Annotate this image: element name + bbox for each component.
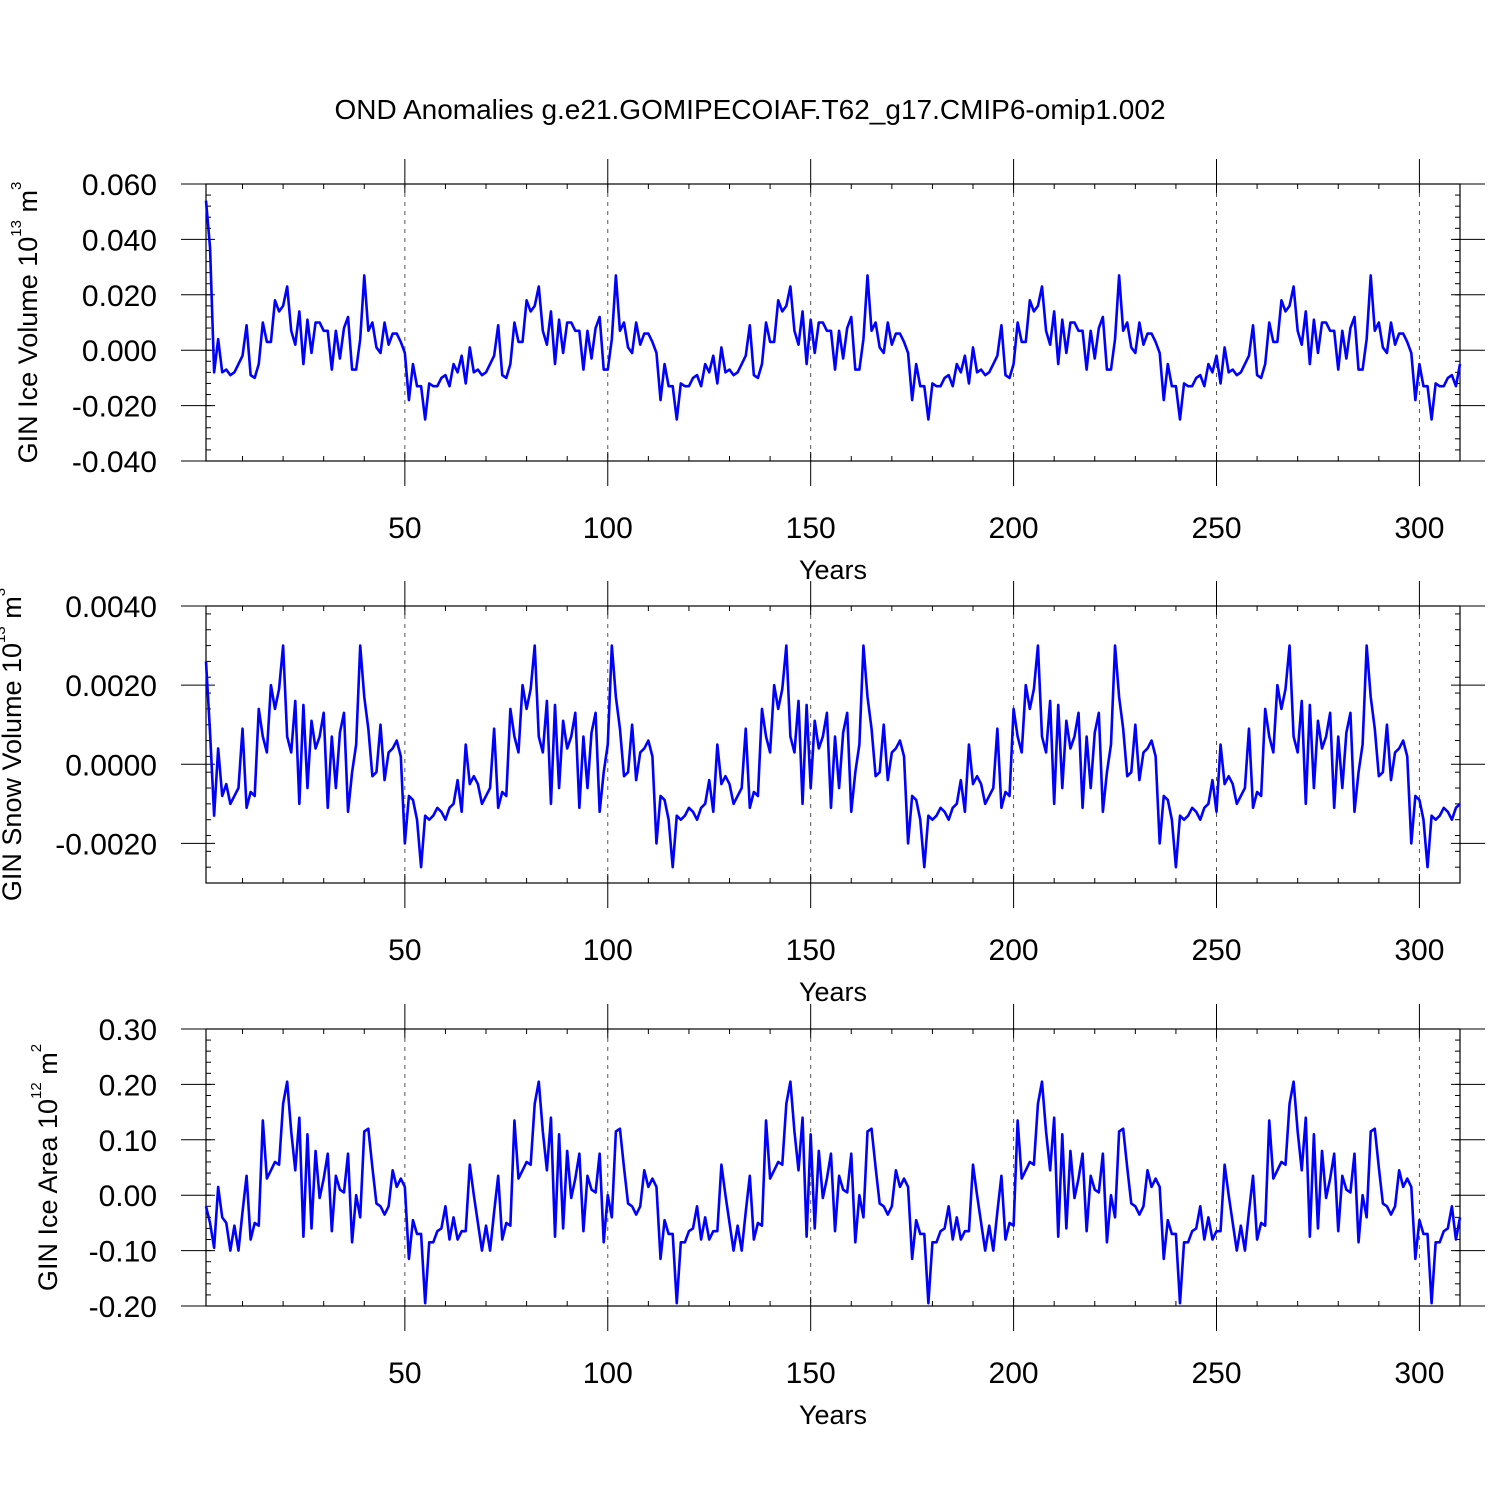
- plot-frame: [205, 1028, 1461, 1307]
- y-tick-label: 0.060: [82, 169, 157, 202]
- x-tick-label: 250: [1191, 512, 1241, 545]
- x-tick-label: 50: [388, 1357, 421, 1390]
- y-axis-label-exponent: 12: [28, 1082, 45, 1099]
- x-tick-label: 50: [388, 934, 421, 967]
- axis-ticks: [181, 159, 1485, 486]
- y-tick-labels: -0.040 -0.020 0.000 0.020 0.040 0.060: [72, 169, 157, 479]
- grid-lines: [404, 184, 1420, 461]
- x-tick-label: 250: [1191, 1357, 1241, 1390]
- y-tick-label: -0.020: [72, 391, 157, 424]
- y-tick-label: -0.0020: [55, 828, 157, 861]
- y-axis-label-unit: m: [0, 596, 27, 626]
- y-tick-label: -0.040: [72, 446, 157, 479]
- x-tick-labels: 50 100 150 200 250 300: [388, 1357, 1444, 1390]
- y-axis-label-unit-exponent: 3: [0, 588, 9, 596]
- x-tick-label: 300: [1394, 512, 1444, 545]
- panel-snow-volume: -0.0020 0.0000 0.0020 0.0040 50 100 150 200 250…: [0, 581, 1485, 1007]
- y-tick-label: 0.0000: [65, 749, 157, 782]
- y-tick-labels: -0.20 -0.10 0.00 0.10 0.20 0.30: [89, 1014, 157, 1324]
- x-tick-label: 50: [388, 512, 421, 545]
- grid-lines: [404, 606, 1420, 883]
- x-tick-label: 100: [583, 1357, 633, 1390]
- y-axis-label-exponent: 13: [0, 626, 9, 643]
- x-axis-label: Years: [799, 1400, 867, 1430]
- plot-frame: [205, 183, 1461, 462]
- chart-title: OND Anomalies g.e21.GOMIPECOIAF.T62_g17.…: [334, 94, 1165, 125]
- y-axis-label-unit-exponent: 3: [8, 182, 25, 190]
- x-tick-labels: 50 100 150 200 250 300: [388, 934, 1444, 967]
- x-tick-label: 150: [786, 1357, 836, 1390]
- y-axis-label-text: GIN Ice Area 10: [33, 1099, 63, 1291]
- y-tick-label: 0.040: [82, 224, 157, 257]
- y-tick-labels: -0.0020 0.0000 0.0020 0.0040: [55, 591, 157, 861]
- y-axis-label-unit: m: [13, 190, 43, 220]
- x-tick-label: 250: [1191, 934, 1241, 967]
- y-axis-label-unit: m: [33, 1052, 63, 1082]
- x-tick-label: 200: [989, 512, 1039, 545]
- y-axis-label: GIN Ice Volume 1013 m3: [8, 182, 43, 464]
- x-tick-label: 200: [989, 934, 1039, 967]
- snow-volume-line: [204, 644, 1461, 869]
- y-axis-label-text: GIN Snow Volume 10: [0, 643, 27, 901]
- panel-ice-area: -0.20-0.100.000.100.200.30 50 100 150 200 25…: [28, 1004, 1485, 1430]
- y-tick-label: 0.20: [99, 1069, 157, 1102]
- y-axis-label-unit-exponent: 2: [28, 1044, 45, 1052]
- grid-lines: [404, 1029, 1420, 1306]
- y-tick-label: 0.0020: [65, 670, 157, 703]
- x-tick-label: 200: [989, 1357, 1039, 1390]
- y-axis-label-exponent: 13: [8, 220, 25, 237]
- x-tick-label: 100: [583, 934, 633, 967]
- y-tick-label: 0.000: [82, 335, 157, 368]
- panel-ice-volume: -0.040 -0.020 0.000 0.020 0.040 0.060 50 100 15…: [8, 159, 1485, 585]
- y-tick-label: -0.10: [89, 1236, 157, 1269]
- x-axis-label: Years: [799, 977, 867, 1007]
- x-tick-label: 100: [583, 512, 633, 545]
- x-tick-label: 300: [1394, 934, 1444, 967]
- y-tick-label: 0.0040: [65, 591, 157, 624]
- axis-ticks: [181, 581, 1485, 908]
- y-tick-label: 0.00: [99, 1180, 157, 1213]
- y-tick-label: 0.30: [99, 1014, 157, 1047]
- x-axis-label: Years: [799, 555, 867, 585]
- x-tick-label: 150: [786, 512, 836, 545]
- y-axis-label-text: GIN Ice Volume 10: [13, 237, 43, 464]
- ice-area-line: [204, 1080, 1462, 1305]
- y-tick-label: 0.10: [99, 1125, 157, 1158]
- x-tick-labels: 50 100 150 200 250 300: [388, 512, 1444, 545]
- ice-volume-line: [204, 200, 1462, 421]
- y-tick-label: 0.020: [82, 280, 157, 313]
- y-axis-label: GIN Ice Area 1012 m2: [28, 1044, 63, 1291]
- x-tick-label: 150: [786, 934, 836, 967]
- y-axis-label: GIN Snow Volume 1013 m3: [0, 588, 27, 901]
- axis-ticks: [181, 1004, 1485, 1331]
- plot-frame: [205, 605, 1461, 884]
- x-tick-label: 300: [1394, 1357, 1444, 1390]
- y-tick-label: -0.20: [89, 1291, 157, 1324]
